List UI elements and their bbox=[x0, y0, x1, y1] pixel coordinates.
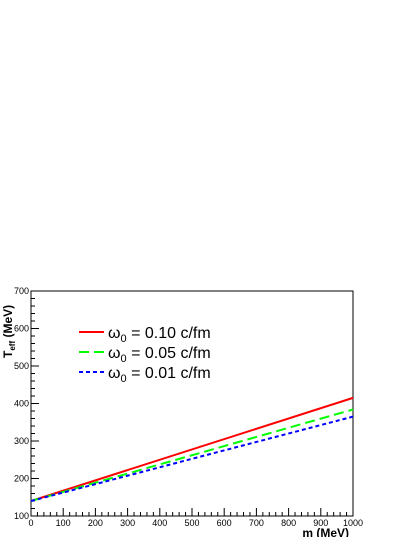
x-axis-ticks: 0 100 200 300 400 500 600 700 800 900 1000 bbox=[28, 508, 363, 528]
x-tick-label: 900 bbox=[313, 518, 328, 528]
legend-subscript: 0 bbox=[121, 353, 127, 365]
legend-label-1: ω0 = 0.10 c/fm bbox=[108, 325, 211, 345]
y-tick-label: 400 bbox=[14, 399, 29, 409]
x-tick-label: 200 bbox=[88, 518, 103, 528]
y-tick-label: 300 bbox=[14, 436, 29, 446]
series-line-3 bbox=[30, 415, 354, 502]
series-lines bbox=[30, 396, 354, 502]
legend-label-3: ω0 = 0.01 c/fm bbox=[108, 365, 211, 385]
legend-value: = 0.05 c/fm bbox=[127, 345, 211, 362]
x-tick-label: 500 bbox=[184, 518, 199, 528]
legend-subscript: 0 bbox=[121, 373, 127, 385]
x-tick-label: 400 bbox=[152, 518, 167, 528]
legend-symbol: ω bbox=[108, 365, 121, 382]
legend-label-2: ω0 = 0.05 c/fm bbox=[108, 345, 211, 365]
legend-symbol: ω bbox=[108, 345, 121, 362]
y-axis-title-sub: eff bbox=[8, 341, 17, 351]
y-tick-label: 700 bbox=[14, 286, 29, 296]
y-axis-ticks: 100 200 300 400 500 600 700 bbox=[14, 286, 39, 521]
x-tick-label: 700 bbox=[249, 518, 264, 528]
x-tick-label: 1000 bbox=[343, 518, 363, 528]
y-axis-title: Teff (MeV) bbox=[1, 305, 17, 358]
series-line-2 bbox=[30, 408, 354, 502]
x-tick-label: 600 bbox=[217, 518, 232, 528]
y-axis-title-main: T bbox=[1, 350, 15, 358]
x-tick-label: 0 bbox=[28, 518, 33, 528]
y-tick-label: 200 bbox=[14, 474, 29, 484]
y-tick-label: 600 bbox=[14, 324, 29, 334]
y-tick-label: 100 bbox=[14, 511, 29, 521]
legend-value: = 0.10 c/fm bbox=[127, 325, 211, 342]
x-tick-label: 300 bbox=[120, 518, 135, 528]
x-tick-label: 800 bbox=[281, 518, 296, 528]
x-tick-label: 100 bbox=[56, 518, 71, 528]
x-axis-title: m (MeV) bbox=[302, 526, 349, 537]
y-tick-label: 500 bbox=[14, 361, 29, 371]
y-axis-title-rest: (MeV) bbox=[1, 305, 15, 341]
legend-value: = 0.01 c/fm bbox=[127, 365, 211, 382]
series-line-1 bbox=[30, 396, 354, 502]
legend-subscript: 0 bbox=[121, 333, 127, 345]
legend-symbol: ω bbox=[108, 325, 121, 342]
